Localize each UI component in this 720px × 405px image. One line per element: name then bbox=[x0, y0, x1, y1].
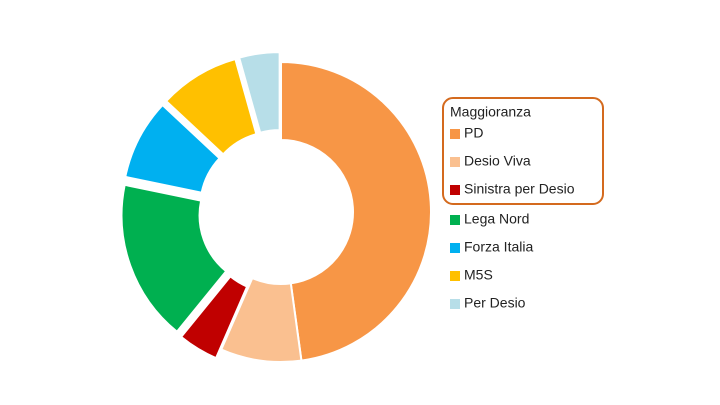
legend-label: Forza Italia bbox=[464, 239, 533, 255]
legend-swatch bbox=[450, 243, 460, 253]
legend-swatch bbox=[450, 157, 460, 167]
donut-segment bbox=[237, 51, 281, 134]
legend-swatch bbox=[450, 215, 460, 225]
legend-swatch bbox=[450, 299, 460, 309]
legend-title: Maggioranza bbox=[450, 104, 531, 120]
legend-swatch bbox=[450, 271, 460, 281]
legend-label: PD bbox=[464, 125, 483, 141]
legend-label: Per Desio bbox=[464, 295, 526, 311]
legend-label: M5S bbox=[464, 267, 493, 283]
legend-label: Lega Nord bbox=[464, 211, 529, 227]
donut-segment bbox=[280, 60, 432, 362]
legend-label: Desio Viva bbox=[464, 153, 531, 169]
legend-group-box bbox=[442, 97, 604, 205]
legend-swatch bbox=[450, 185, 460, 195]
legend-label: Sinistra per Desio bbox=[464, 181, 575, 197]
donut-segment bbox=[120, 183, 228, 334]
donut-segment bbox=[124, 103, 221, 194]
donut-segment bbox=[179, 274, 249, 360]
donut-segment bbox=[164, 57, 258, 156]
legend-swatch bbox=[450, 129, 460, 139]
donut-segment bbox=[219, 276, 303, 363]
